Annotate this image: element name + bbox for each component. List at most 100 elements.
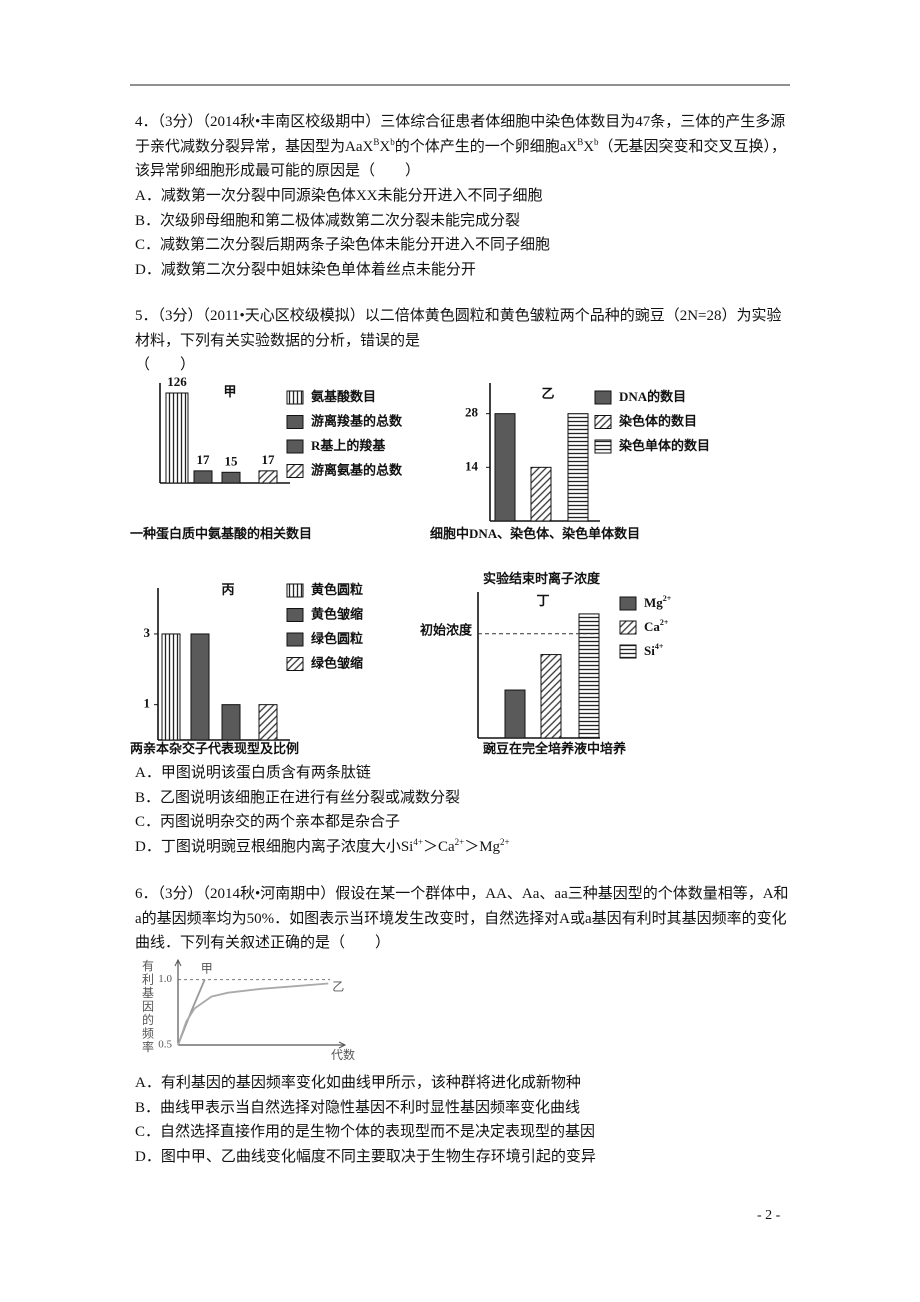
chart-title: 豌豆在完全培养液中培养	[483, 741, 627, 756]
reference-label: 初始浓度	[420, 623, 473, 638]
text-run: B．乙图说明该细胞正在进行有丝分裂或减数分裂	[135, 789, 461, 806]
superscript: B	[577, 136, 584, 147]
legend-label: DNA的数目	[619, 389, 686, 404]
bar	[504, 689, 526, 739]
line-series	[177, 982, 329, 1046]
text-run: X	[583, 138, 595, 155]
text-run: X	[379, 138, 391, 155]
value-label: 15	[225, 453, 239, 468]
axis-arrow	[338, 1041, 347, 1049]
text-run: D．丁图说明豌豆根细胞内离子浓度大小Si	[135, 838, 414, 855]
text-run: A．甲图说明该蛋白质含有两条肽链	[135, 765, 371, 781]
superscript: 2+	[500, 836, 510, 847]
text-run: 4．（3分）（2014秋•丰南区校级期中）三体综合征患者体细胞中染色体数目为47…	[135, 114, 786, 155]
legend-label: 绿色皱缩	[311, 655, 363, 670]
text-run: D．减数第二次分裂中姐妹染色单体着丝点未能分开	[135, 261, 476, 278]
chart-title: 两亲本杂交子代表现型及比例	[130, 741, 299, 756]
legend-swatch	[286, 390, 304, 405]
text-run: 染色体的数目	[618, 413, 697, 428]
legend-swatch	[286, 415, 304, 429]
chart-title: 细胞中DNA、染色体、染色单体数目	[430, 526, 640, 541]
text-run: ＞Ca	[422, 838, 455, 855]
axis-arrow	[174, 958, 182, 967]
text-run: Mg	[644, 595, 663, 610]
text-run: 氨基酸数目	[310, 389, 376, 404]
superscript: 4+	[655, 642, 664, 651]
bar	[221, 704, 241, 741]
legend-swatch	[286, 439, 304, 454]
text-run: 黄色圆粒	[311, 582, 363, 597]
option: B．次级卵母细胞和第二极体减数第二次分裂未能完成分裂	[135, 209, 795, 234]
option: A．有利基因的基因频率变化如曲线甲所示，该种群将进化成新物种	[135, 1071, 795, 1096]
legend-swatch	[619, 596, 637, 611]
y-tick-label: 3	[144, 625, 151, 640]
option: B．曲线甲表示当自然选择对隐性基因不利时显性基因频率变化曲线	[135, 1096, 795, 1121]
legend-label: R基上的羧基	[311, 438, 386, 453]
bar	[193, 470, 213, 484]
chart-title: 一种蛋白质中氨基酸的相关数目	[130, 526, 312, 541]
text-run: 5．（3分）（2011•天心区校级模拟）以二倍体黄色圆粒和黄色皱粒两个品种的豌豆…	[135, 308, 782, 349]
legend-label: 游离羧基的总数	[311, 413, 403, 428]
text-run: D．图中甲、乙曲线变化幅度不同主要取决于生物生存环境引起的变异	[135, 1148, 596, 1165]
text-run: B．曲线甲表示当自然选择对隐性基因不利时显性基因频率变化曲线	[135, 1099, 581, 1116]
value-label: 17	[197, 452, 211, 467]
option: D．减数第二次分裂中姐妹染色单体着丝点未能分开	[135, 258, 795, 283]
superscript: 2+	[660, 618, 669, 627]
legend-swatch	[619, 620, 637, 635]
option: C．丙图说明杂交的两个亲本都是杂合子	[135, 810, 795, 835]
legend-label: 染色体的数目	[618, 413, 697, 428]
superscript: 2+	[454, 836, 465, 847]
text-run: A．有利基因的基因频率变化如曲线甲所示，该种群将进化成新物种	[135, 1075, 581, 1091]
option: C．减数第二次分裂后期两条子染色体未能分开进入不同子细胞	[135, 233, 795, 258]
options: A．减数第一次分裂中同源染色体XX未能分开进入不同子细胞 B．次级卵母细胞和第二极…	[135, 184, 795, 282]
series-label: 甲	[201, 961, 213, 975]
legend-swatch	[594, 415, 612, 429]
chart-label: 丁	[536, 593, 549, 608]
legend-label: Si4+	[644, 642, 664, 658]
series-label: 乙	[332, 979, 344, 993]
chart-label: 甲	[223, 384, 236, 399]
legend-label: 氨基酸数目	[310, 389, 376, 404]
bar	[578, 613, 600, 739]
bar	[165, 392, 189, 484]
chart-subtitle: 实验结束时离子浓度	[483, 571, 601, 586]
text-run: B．次级卵母细胞和第二极体减数第二次分裂未能完成分裂	[135, 212, 521, 229]
question-stem: 5．（3分）（2011•天心区校级模拟）以二倍体黄色圆粒和黄色皱粒两个品种的豌豆…	[135, 304, 795, 378]
text-run: 染色单体的数目	[618, 438, 710, 453]
bar	[258, 704, 278, 741]
bar	[221, 471, 241, 484]
text-run: 游离羧基的总数	[311, 413, 403, 428]
text-run: 绿色皱缩	[311, 655, 363, 670]
y-tick-label: 0.5	[158, 1039, 172, 1051]
chart-label: 乙	[541, 386, 554, 401]
page-number: - 2 -	[757, 1208, 781, 1223]
text-run: ＞Mg	[464, 838, 501, 855]
value-label: 17	[262, 452, 276, 467]
superscript: b	[390, 136, 395, 147]
legend-label: 黄色圆粒	[311, 582, 363, 597]
bar	[258, 470, 278, 484]
bar	[190, 633, 210, 741]
bar	[567, 413, 589, 522]
legend-swatch	[619, 644, 637, 659]
bar	[494, 413, 516, 522]
legend-swatch	[286, 464, 304, 478]
y-tick-label: 28	[465, 405, 479, 420]
question-stem: 4．（3分）（2014秋•丰南区校级期中）三体综合征患者体细胞中染色体数目为47…	[135, 110, 795, 184]
superscript: B	[373, 136, 380, 147]
superscript: 4+	[413, 836, 423, 847]
text-run: A．减数第一次分裂中同源染色体XX未能分开进入不同子细胞	[135, 188, 543, 204]
text-run: C．减数第二次分裂后期两条子染色体未能分开进入不同子细胞	[135, 237, 551, 253]
text-run: Ca	[644, 619, 660, 634]
text-run: 游离氨基的总数	[311, 462, 403, 477]
options: A．有利基因的基因频率变化如曲线甲所示，该种群将进化成新物种 B．曲线甲表示当自然…	[135, 1071, 795, 1169]
option: A．甲图说明该蛋白质含有两条肽链	[135, 761, 795, 786]
legend-swatch	[594, 439, 612, 454]
option: A．减数第一次分裂中同源染色体XX未能分开进入不同子细胞	[135, 184, 795, 209]
superscript: 2+	[663, 594, 672, 603]
option: B．乙图说明该细胞正在进行有丝分裂或减数分裂	[135, 786, 795, 811]
y-tick-label: 1.0	[158, 973, 172, 985]
text-run: R基上的羧基	[311, 438, 386, 453]
